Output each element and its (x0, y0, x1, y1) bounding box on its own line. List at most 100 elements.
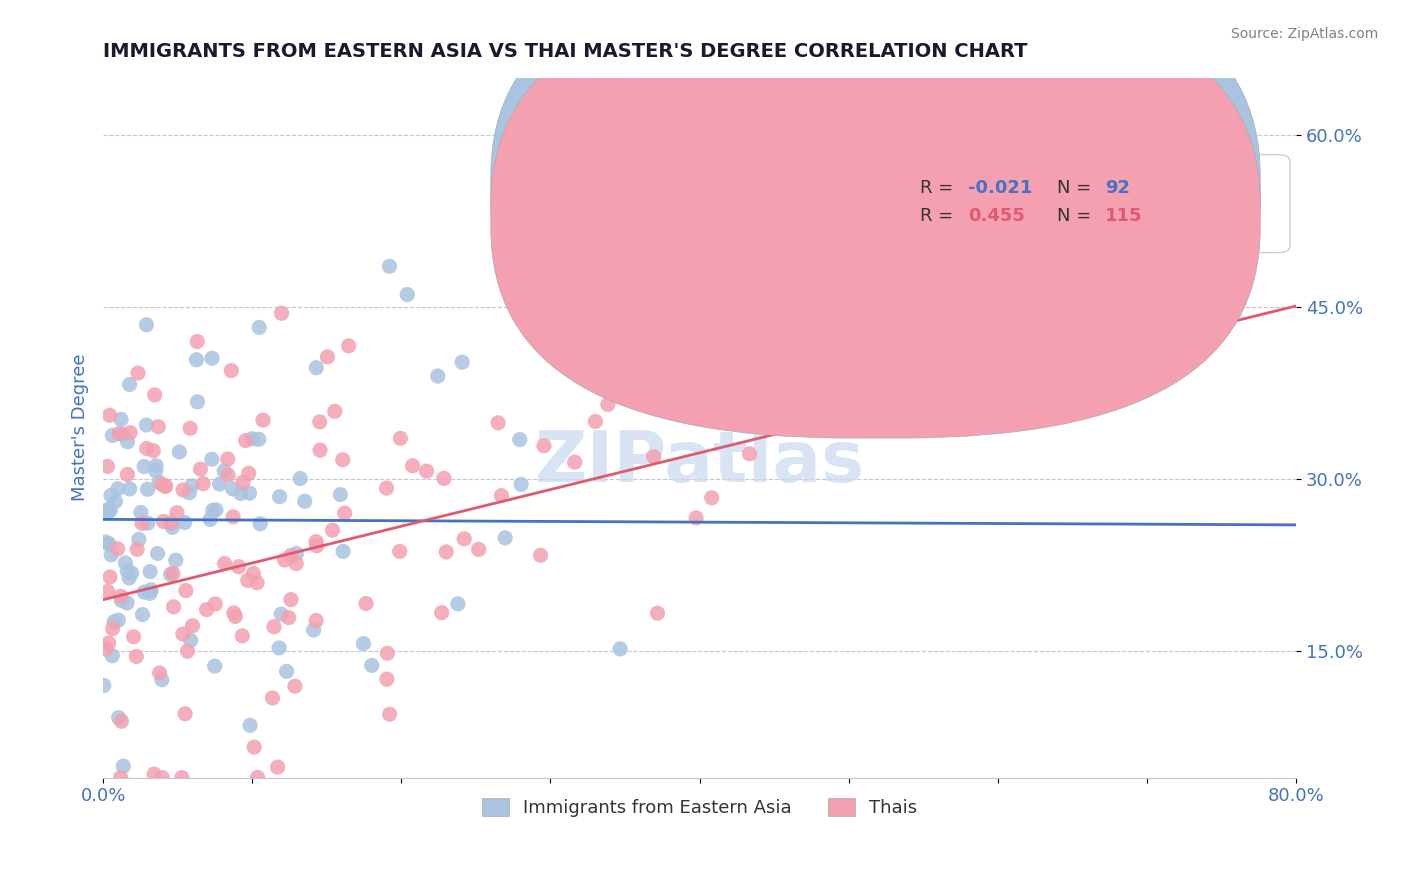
Point (647, 606, 669, 620)
Point (217, 452, 239, 467)
Point (112, 427, 135, 442)
Point (94, 535, 117, 549)
Point (114, 556, 136, 570)
Point (149, 665, 172, 680)
Point (352, 637, 374, 651)
Point (142, 443, 165, 458)
Text: 92: 92 (1105, 179, 1130, 197)
Point (170, 771, 193, 785)
Point (323, 404, 346, 418)
Point (467, 542, 489, 557)
Point (252, 413, 274, 427)
Legend: Immigrants from Eastern Asia, Thais: Immigrants from Eastern Asia, Thais (474, 790, 925, 824)
Point (148, 419, 170, 434)
Point (308, 415, 330, 429)
Point (145, 464, 167, 478)
Point (246, 771, 269, 785)
Point (162, 599, 184, 614)
Point (101, 622, 124, 636)
Point (285, 547, 308, 561)
Point (97, 636, 120, 650)
Point (98, 409, 121, 423)
Point (204, 659, 226, 673)
Point (155, 479, 177, 493)
Point (186, 352, 208, 367)
Point (143, 388, 166, 402)
Point (280, 592, 302, 607)
Point (127, 366, 149, 380)
Point (305, 614, 328, 628)
Point (266, 760, 288, 774)
Point (121, 566, 143, 580)
Point (101, 648, 124, 663)
Point (122, 630, 145, 644)
Point (110, 589, 132, 603)
Point (201, 452, 224, 467)
Point (201, 503, 224, 517)
Point (375, 481, 398, 495)
Point (401, 458, 423, 473)
Text: -0.021: -0.021 (967, 179, 1032, 197)
Point (136, 483, 159, 497)
FancyBboxPatch shape (825, 154, 1291, 252)
Point (139, 582, 162, 597)
Point (146, 546, 169, 560)
Point (309, 443, 332, 458)
Point (700, 491, 723, 505)
Point (204, 597, 226, 611)
Point (415, 464, 437, 478)
Point (129, 506, 152, 520)
Text: IMMIGRANTS FROM EASTERN ASIA VS THAI MASTER'S DEGREE CORRELATION CHART: IMMIGRANTS FROM EASTERN ASIA VS THAI MAS… (103, 42, 1028, 61)
Point (685, 511, 707, 525)
Point (596, 397, 619, 411)
Point (110, 714, 132, 729)
Point (101, 428, 124, 442)
Point (583, 415, 606, 429)
Point (179, 421, 201, 435)
Point (229, 486, 252, 500)
Point (98, 570, 121, 584)
Point (110, 771, 132, 785)
Point (136, 516, 159, 531)
Text: Source: ZipAtlas.com: Source: ZipAtlas.com (1230, 27, 1378, 41)
Point (486, 416, 509, 430)
Point (179, 485, 201, 500)
Point (125, 649, 148, 664)
Point (917, 269, 939, 284)
Point (453, 532, 475, 546)
Point (738, 447, 761, 461)
Point (378, 260, 401, 274)
Point (285, 557, 308, 571)
Point (302, 623, 325, 637)
Point (247, 320, 270, 334)
Point (150, 673, 173, 687)
FancyBboxPatch shape (491, 0, 1260, 410)
Point (118, 482, 141, 496)
Point (510, 477, 533, 491)
Point (98, 503, 121, 517)
Point (135, 318, 157, 332)
Point (118, 377, 141, 392)
Point (758, 349, 780, 363)
Point (205, 503, 228, 517)
Point (643, 450, 665, 464)
Point (173, 516, 195, 530)
Point (231, 629, 253, 643)
Point (155, 479, 177, 493)
Point (103, 615, 125, 629)
Point (430, 606, 453, 620)
Point (100, 488, 122, 502)
Point (162, 520, 184, 534)
Point (378, 707, 401, 722)
Point (118, 571, 141, 585)
Point (96, 506, 118, 520)
Point (198, 512, 221, 526)
Point (529, 549, 551, 563)
Point (135, 442, 157, 456)
Point (232, 475, 254, 490)
Point (240, 432, 263, 446)
Point (332, 452, 354, 467)
Point (174, 706, 197, 721)
Y-axis label: Master's Degree: Master's Degree (72, 354, 89, 501)
Point (166, 506, 188, 520)
